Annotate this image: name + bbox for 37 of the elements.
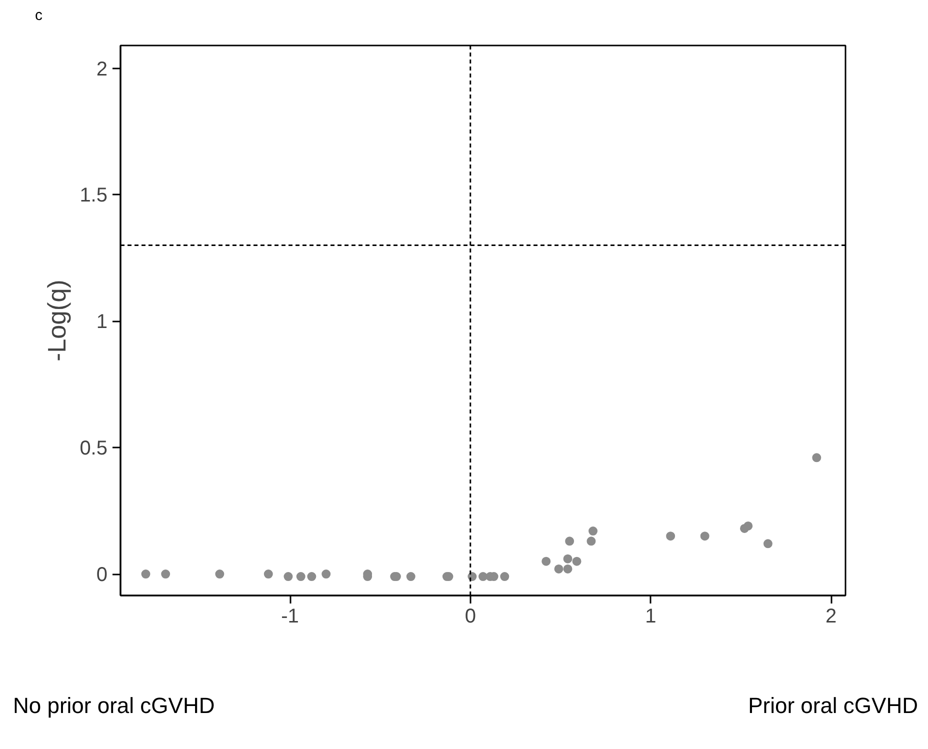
point bbox=[296, 572, 306, 582]
point bbox=[307, 572, 316, 582]
text: Prior oral cGVHD bbox=[748, 692, 918, 720]
point bbox=[763, 539, 772, 548]
point bbox=[500, 572, 510, 582]
x-tick-label: 2 bbox=[826, 606, 837, 628]
point bbox=[264, 570, 273, 578]
point bbox=[284, 572, 293, 582]
point bbox=[554, 564, 564, 574]
y-tick-label: 2 bbox=[96, 58, 108, 80]
point bbox=[572, 556, 582, 566]
x-tick-label: 0 bbox=[464, 606, 476, 628]
point bbox=[322, 570, 331, 578]
point bbox=[666, 532, 676, 541]
y-tick-label: 1 bbox=[96, 311, 108, 334]
y-axis-title: -Log(q) bbox=[44, 280, 72, 362]
point bbox=[563, 564, 572, 574]
point bbox=[700, 532, 710, 541]
point bbox=[141, 570, 150, 578]
x-tick-label: 1 bbox=[645, 606, 656, 628]
x-tick-label: -1 bbox=[281, 606, 299, 628]
point bbox=[406, 572, 416, 582]
point bbox=[478, 572, 488, 582]
point bbox=[588, 526, 598, 536]
y-tick-label: 0 bbox=[96, 564, 108, 586]
point bbox=[563, 554, 572, 564]
point bbox=[161, 570, 170, 578]
text: No prior oral cGVHD bbox=[13, 692, 215, 720]
point bbox=[586, 536, 596, 546]
y-tick-label: 0.5 bbox=[80, 438, 108, 460]
point bbox=[542, 556, 551, 566]
point bbox=[215, 570, 224, 578]
point bbox=[565, 536, 574, 546]
y-tick-label: 1.5 bbox=[80, 184, 108, 207]
point bbox=[812, 453, 822, 462]
text: c bbox=[35, 7, 42, 24]
point bbox=[744, 521, 753, 530]
